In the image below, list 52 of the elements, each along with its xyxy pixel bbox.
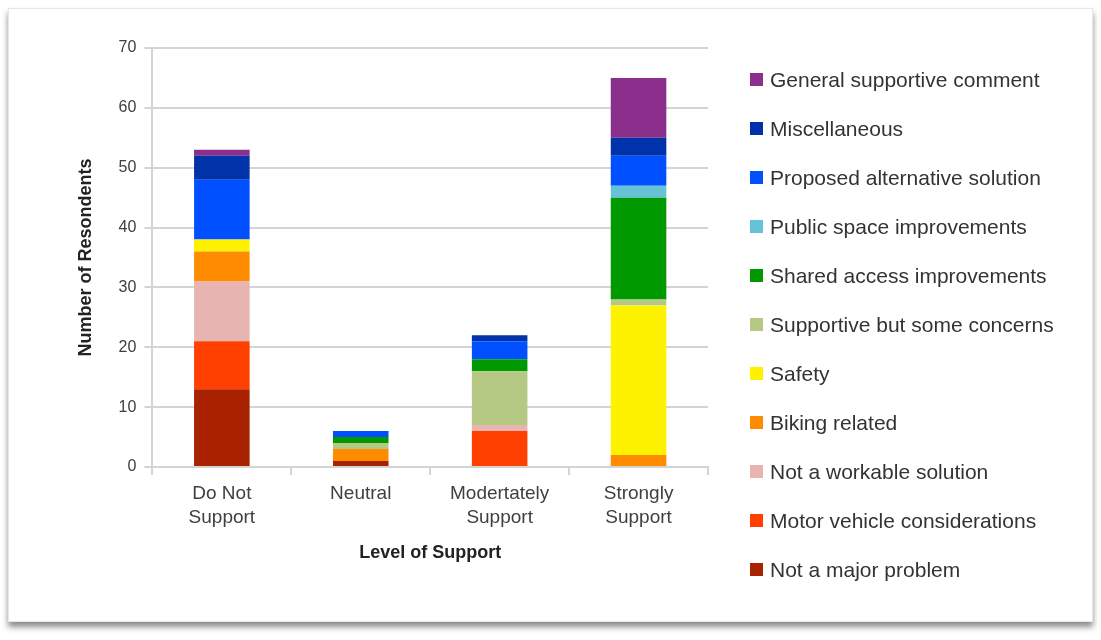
bar: [471, 371, 528, 426]
x-tick-label: Strongly Support: [603, 481, 674, 528]
y-tick-label: 20: [118, 337, 137, 355]
bar: [471, 335, 528, 342]
legend-label: Safety: [770, 361, 830, 386]
bar: [610, 299, 667, 306]
y-tick-label: 30: [118, 277, 137, 295]
x-axis-title: Level of Support: [359, 542, 502, 563]
legend-label: Biking related: [770, 410, 898, 435]
bar: [194, 281, 250, 342]
legend-label: Not a major problem: [770, 557, 961, 582]
y-tick-label: 0: [127, 457, 137, 475]
y-tick-label: 10: [118, 397, 137, 415]
bar: [194, 155, 250, 180]
bar: [332, 431, 389, 438]
legend-label: Supportive but some concerns: [770, 312, 1054, 337]
bar: [471, 425, 528, 432]
legend-label: General supportive comment: [770, 67, 1040, 92]
y-tick-label: 40: [118, 217, 137, 235]
bar: [194, 341, 250, 390]
legend-label: Proposed alternative solution: [770, 165, 1041, 190]
x-tick-label: Do Not Support: [188, 481, 256, 528]
legend-label: Not a workable solution: [770, 459, 989, 484]
bar: [610, 305, 667, 456]
bar: [194, 251, 250, 282]
bar: [471, 431, 528, 466]
bar: [194, 149, 250, 156]
legend-label: Miscellaneous: [770, 116, 904, 141]
bar: [610, 197, 667, 300]
y-tick-label: 70: [118, 38, 137, 56]
legend-label: Public space improvements: [770, 214, 1027, 239]
bar: [332, 449, 389, 462]
y-tick-label: 50: [118, 158, 137, 176]
bar: [471, 341, 528, 360]
bar: [471, 359, 528, 372]
bar: [610, 155, 667, 186]
y-axis-title: Number of Resondents: [74, 158, 95, 357]
bar: [194, 179, 250, 240]
bar: [332, 437, 389, 444]
x-tick-label: Neutral: [330, 481, 392, 503]
y-tick-label: 60: [118, 98, 137, 116]
bar: [610, 77, 667, 138]
bar: [194, 389, 250, 466]
bar: [610, 137, 667, 156]
bar: [332, 461, 389, 466]
bar: [610, 455, 667, 466]
bar: [610, 185, 667, 198]
bar: [194, 239, 250, 252]
bar: [332, 443, 389, 450]
legend-label: Motor vehicle considerations: [770, 508, 1037, 533]
x-tick-label: Modertately Support: [450, 481, 550, 528]
legend-label: Shared access improvements: [770, 263, 1047, 288]
